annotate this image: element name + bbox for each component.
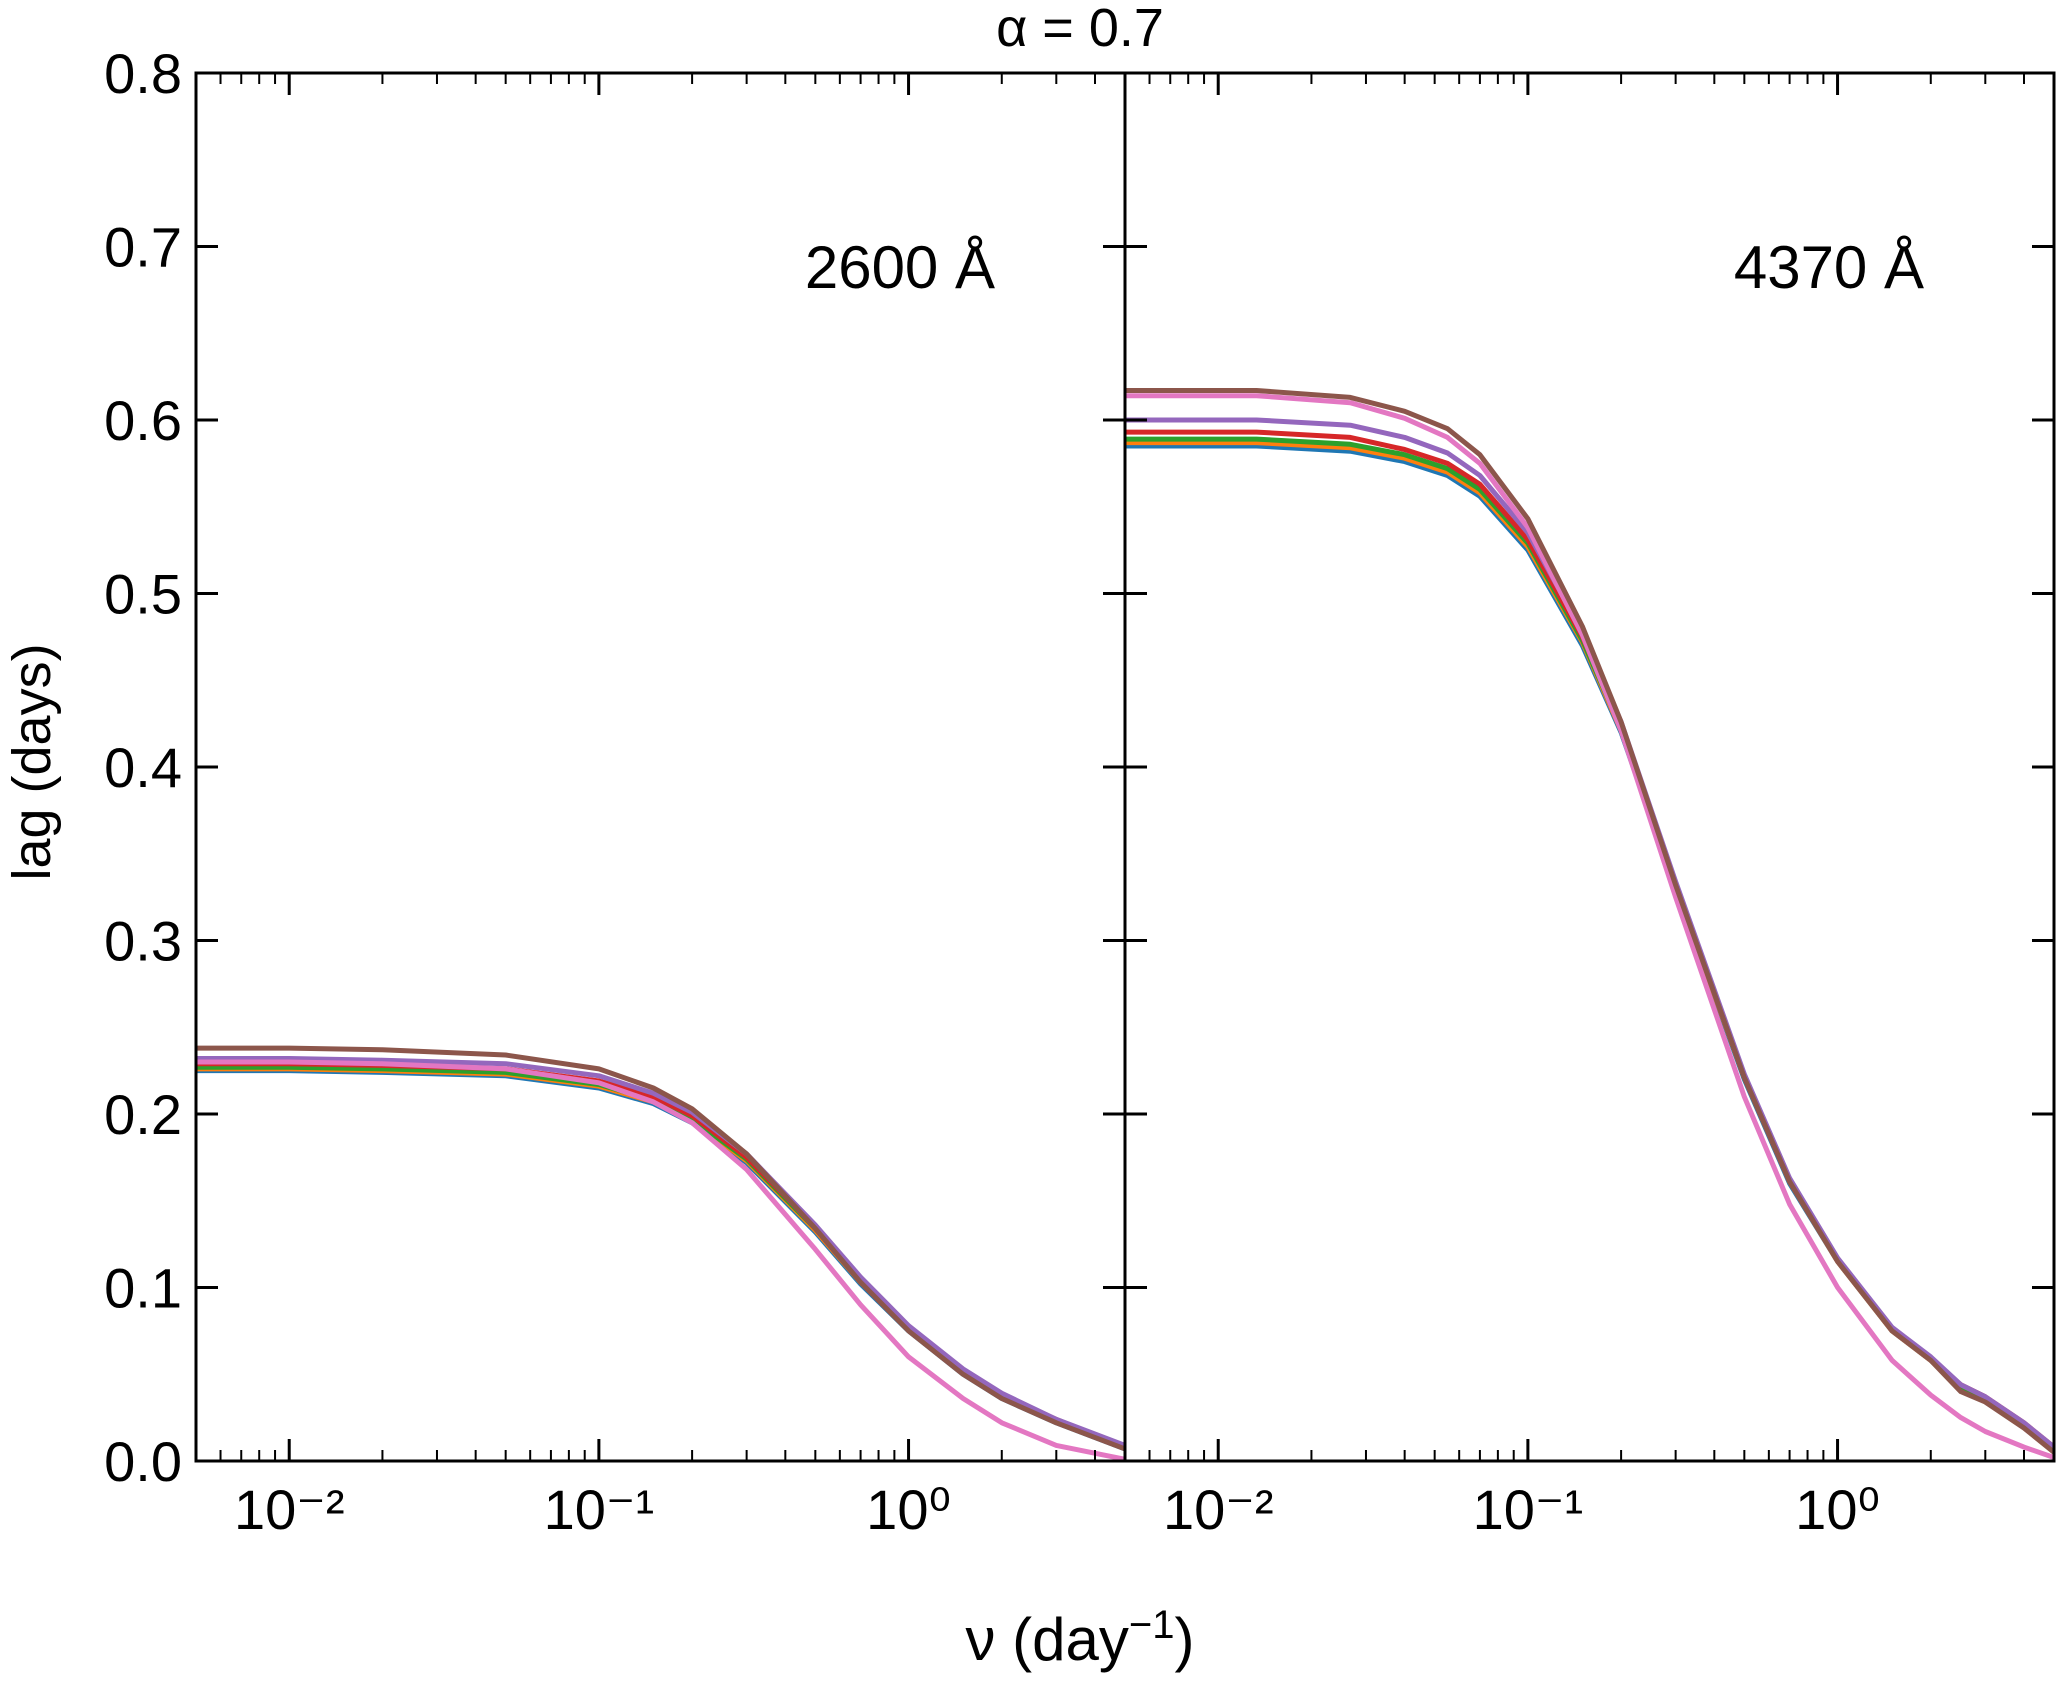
panel-2600: 0.0 0.1 0.2 0.3 0.4 0.5 0.6 0.7 0.8 10⁻² 10⁻¹ 10⁰ 26… bbox=[104, 42, 1127, 1541]
series-line-5 bbox=[1125, 417, 2054, 1450]
panel-4370: 10⁻² 10⁻¹ 10⁰ 4370 Å bbox=[1123, 71, 2056, 1541]
series-line-2 bbox=[1125, 440, 2054, 1452]
x-tick-label: 10⁰ bbox=[1795, 1478, 1880, 1541]
x-axis-label: ν (day−1) bbox=[966, 1603, 1195, 1673]
figure-title: α = 0.7 bbox=[996, 0, 1164, 58]
series-line-7 bbox=[196, 1045, 1125, 1452]
x-tick-label: 10⁻² bbox=[234, 1478, 345, 1541]
series-line-1 bbox=[1125, 443, 2054, 1454]
series-line-7 bbox=[1125, 388, 2054, 1455]
x-tick-label: 10⁻¹ bbox=[544, 1478, 655, 1541]
y-tick-label: 0.4 bbox=[104, 736, 182, 799]
y-tick-label: 0.6 bbox=[104, 389, 182, 452]
series-line-3 bbox=[1125, 436, 2054, 1452]
series-line-6 bbox=[196, 1059, 1125, 1461]
plot-frame bbox=[1123, 71, 2056, 1463]
y-tick-label: 0.0 bbox=[104, 1430, 182, 1493]
y-tick-label: 0.1 bbox=[104, 1257, 182, 1320]
x-tick-label: 10⁰ bbox=[866, 1478, 951, 1541]
panel-label: 4370 Å bbox=[1734, 234, 1924, 301]
y-tick-label: 0.8 bbox=[104, 42, 182, 105]
y-tick-label: 0.3 bbox=[104, 910, 182, 973]
series-line-4 bbox=[1125, 429, 2054, 1450]
series-group bbox=[1125, 388, 2054, 1460]
y-tick-label: 0.7 bbox=[104, 216, 182, 279]
y-tick-label: 0.5 bbox=[104, 563, 182, 626]
series-group bbox=[196, 1045, 1125, 1461]
y-tick-label: 0.2 bbox=[104, 1083, 182, 1146]
y-axis-label: lag (days) bbox=[2, 643, 62, 880]
series-line-1 bbox=[196, 1068, 1125, 1452]
panel-label: 2600 Å bbox=[805, 234, 995, 301]
x-tick-label: 10⁻² bbox=[1163, 1478, 1274, 1541]
x-tick-label: 10⁻¹ bbox=[1473, 1478, 1584, 1541]
series-line-6 bbox=[1125, 393, 2054, 1460]
